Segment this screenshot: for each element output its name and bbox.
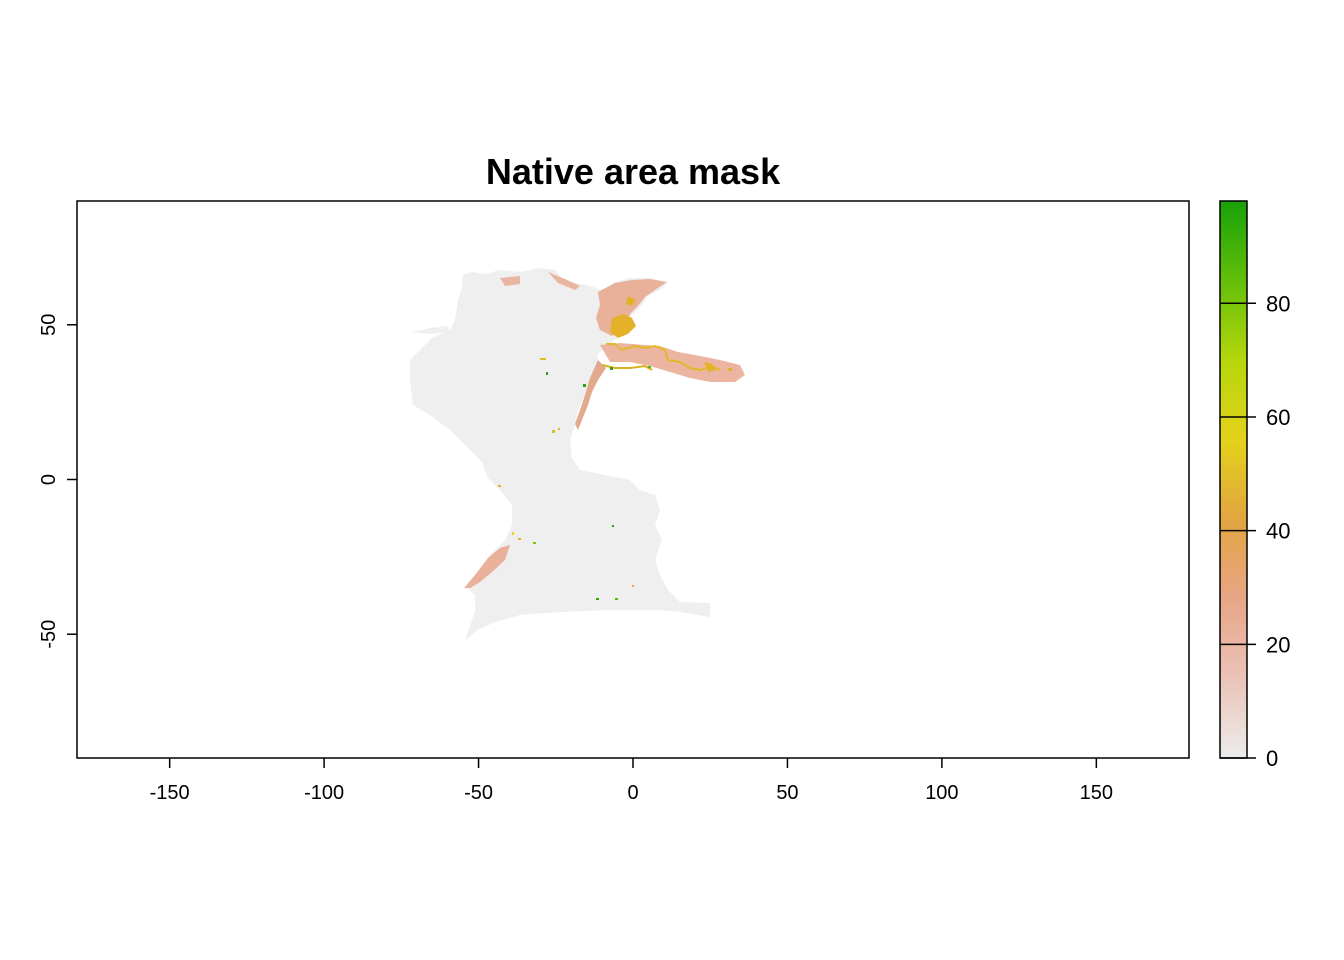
x-tick-label: -150 (150, 782, 190, 804)
legend-tick-label: 0 (1266, 746, 1278, 771)
suitability-patch (600, 343, 745, 382)
y-tick-label: 0 (38, 474, 60, 485)
high-suitability-cells (498, 358, 732, 600)
legend-tick-label: 60 (1266, 405, 1290, 430)
x-tick-label: 150 (1080, 782, 1113, 804)
map-title: Native area mask (486, 151, 781, 192)
native-area-layer (410, 268, 745, 640)
legend-tick-label: 40 (1266, 519, 1290, 544)
legend-colorbar (1220, 201, 1247, 758)
x-tick-label: -100 (304, 782, 344, 804)
x-axis: -150 -100 -50 0 50 100 150 (150, 758, 1113, 804)
suitability-patch (500, 276, 520, 286)
x-tick-label: 50 (776, 782, 798, 804)
suitability-patch (601, 364, 653, 371)
suitability-patch (464, 545, 510, 588)
suitability-patch (575, 360, 606, 430)
y-axis: 50 0 -50 (38, 314, 77, 649)
native-area-shape (412, 326, 450, 334)
x-tick-label: 100 (925, 782, 958, 804)
y-tick-label: 50 (38, 314, 60, 336)
suitability-patch (704, 362, 716, 372)
suitability-patch (548, 272, 580, 290)
native-area-shape (410, 268, 710, 640)
x-tick-label: -50 (464, 782, 493, 804)
suitability-patch (610, 314, 636, 338)
legend-tick-label: 80 (1266, 291, 1290, 316)
legend-tick-label: 20 (1266, 632, 1290, 657)
y-tick-label: -50 (38, 620, 60, 649)
suitability-patch (626, 296, 636, 306)
suitability-patch (606, 343, 721, 372)
color-legend: 0 20 40 60 80 (1219, 200, 1290, 771)
x-tick-label: 0 (627, 782, 638, 804)
